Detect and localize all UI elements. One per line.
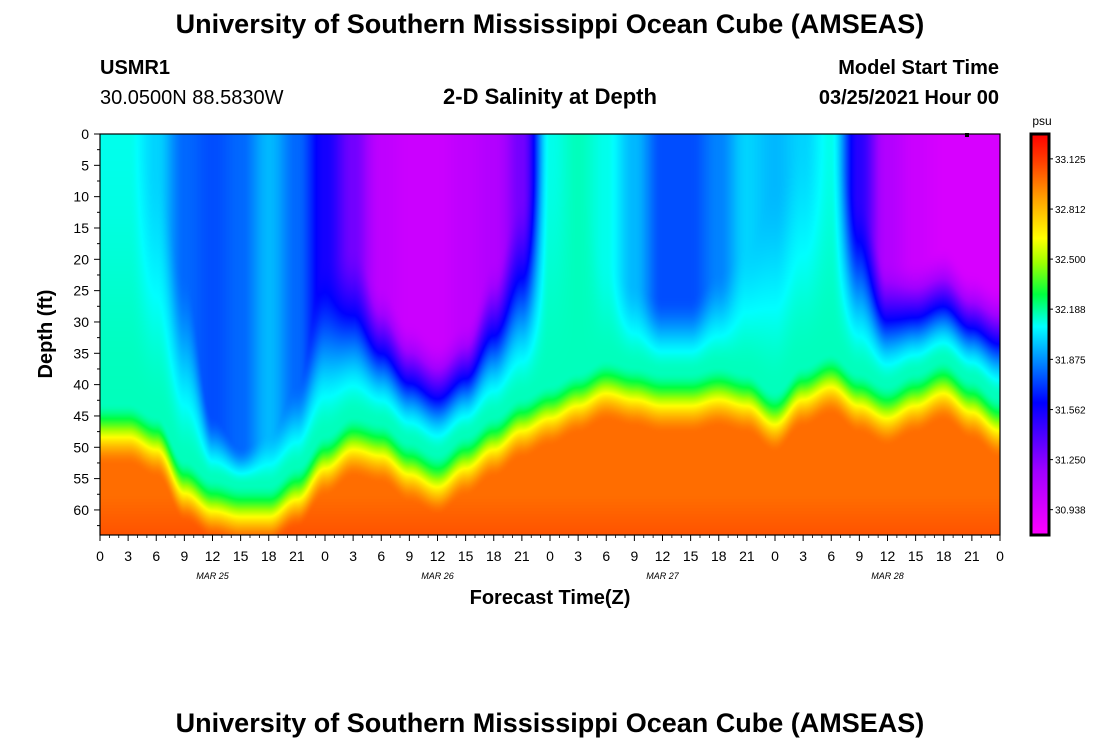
colorbar-tick-label: 30.938	[1055, 506, 1086, 517]
x-tick-label: 15	[233, 548, 249, 564]
x-tick-label: 12	[880, 548, 896, 564]
x-tick-label: 15	[908, 548, 924, 564]
x-tick-label: 15	[458, 548, 474, 564]
footer-title: University of Southern Mississippi Ocean…	[175, 708, 925, 738]
y-tick-label: 40	[73, 377, 89, 393]
chart-title: 2-D Salinity at Depth	[443, 84, 657, 109]
colorbar-unit: psu	[1032, 114, 1051, 128]
y-tick-label: 55	[73, 471, 89, 487]
y-tick-label: 20	[73, 251, 89, 267]
page-title: University of Southern Mississippi Ocean…	[175, 9, 925, 39]
x-tick-label: 3	[124, 548, 132, 564]
model-start-value: 03/25/2021 Hour 00	[818, 87, 999, 109]
x-tick-label: 9	[630, 548, 638, 564]
x-tick-label: 12	[655, 548, 671, 564]
x-tick-label: 18	[936, 548, 952, 564]
x-tick-label: 18	[261, 548, 277, 564]
x-tick-label: 6	[602, 548, 610, 564]
colorbar-tick-label: 32.500	[1055, 255, 1086, 266]
x-tick-label: 6	[377, 548, 385, 564]
y-axis-label: Depth (ft)	[35, 290, 57, 379]
model-start-label: Model Start Time	[838, 57, 999, 79]
x-tick-label: 12	[430, 548, 446, 564]
x-tick-label: 0	[321, 548, 329, 564]
x-axis: 0 3 6 9 12 15 18 21 0 3 6 9 12 15 18 21 0 3 6 9 12 15 18 21 0 3 6 9…	[96, 535, 1004, 564]
x-tick-label: 21	[289, 548, 305, 564]
x-tick-label: 18	[486, 548, 502, 564]
x-tick-label: 9	[180, 548, 188, 564]
y-tick-label: 30	[73, 314, 89, 330]
colorbar: psu 33.125 32.812 32.500 32.188 31.875 31.562…	[1029, 114, 1086, 537]
colorbar-tick-label: 31.250	[1055, 456, 1086, 467]
y-tick-label: 50	[73, 439, 89, 455]
y-tick-label: 45	[73, 408, 89, 424]
x-tick-label: 12	[205, 548, 221, 564]
x-tick-label: 3	[349, 548, 357, 564]
colorbar-tick-label: 33.125	[1055, 155, 1086, 166]
date-label: MAR 28	[871, 571, 904, 581]
station-location: 30.0500N 88.5830W	[100, 87, 284, 109]
colorbar-tick-label: 32.812	[1055, 205, 1086, 216]
y-tick-label: 35	[73, 345, 89, 361]
x-tick-label: 9	[855, 548, 863, 564]
y-tick-label: 25	[73, 283, 89, 299]
station-id: USMR1	[100, 57, 171, 79]
x-tick-label: 9	[405, 548, 413, 564]
date-label: MAR 26	[421, 571, 454, 581]
y-tick-label: 60	[73, 502, 89, 518]
heatmap-area	[100, 134, 1000, 535]
colorbar-tick-label: 32.188	[1055, 305, 1086, 316]
y-tick-label: 0	[81, 126, 89, 142]
y-tick-label: 10	[73, 189, 89, 205]
x-tick-label: 0	[996, 548, 1004, 564]
x-tick-label: 3	[799, 548, 807, 564]
colorbar-tick-label: 31.875	[1055, 355, 1086, 366]
x-axis-label: Forecast Time(Z)	[470, 587, 631, 609]
x-tick-label: 6	[152, 548, 160, 564]
date-axis: MAR 25 MAR 26 MAR 27 MAR 28	[196, 571, 904, 581]
x-tick-label: 0	[771, 548, 779, 564]
x-tick-label: 0	[96, 548, 104, 564]
x-tick-label: 18	[711, 548, 727, 564]
heatmap-canvas	[100, 134, 1000, 535]
y-tick-label: 5	[81, 157, 89, 173]
x-tick-label: 15	[683, 548, 699, 564]
colorbar-ticks: 33.125 32.812 32.500 32.188 31.875 31.562 31.2…	[1049, 155, 1086, 517]
date-label: MAR 25	[196, 571, 230, 581]
date-label: MAR 27	[646, 571, 680, 581]
colorbar-gradient	[1029, 132, 1051, 537]
x-tick-label: 6	[827, 548, 835, 564]
x-tick-label: 21	[739, 548, 755, 564]
x-tick-label: 3	[574, 548, 582, 564]
y-axis: 0 5 10 15 20 25 30 35 40 45 50 55 60	[73, 126, 100, 527]
x-tick-label: 0	[546, 548, 554, 564]
x-tick-label: 21	[514, 548, 530, 564]
x-tick-label: 21	[964, 548, 980, 564]
plot-marker	[965, 133, 969, 137]
colorbar-tick-label: 31.562	[1055, 406, 1086, 417]
y-tick-label: 15	[73, 220, 89, 236]
